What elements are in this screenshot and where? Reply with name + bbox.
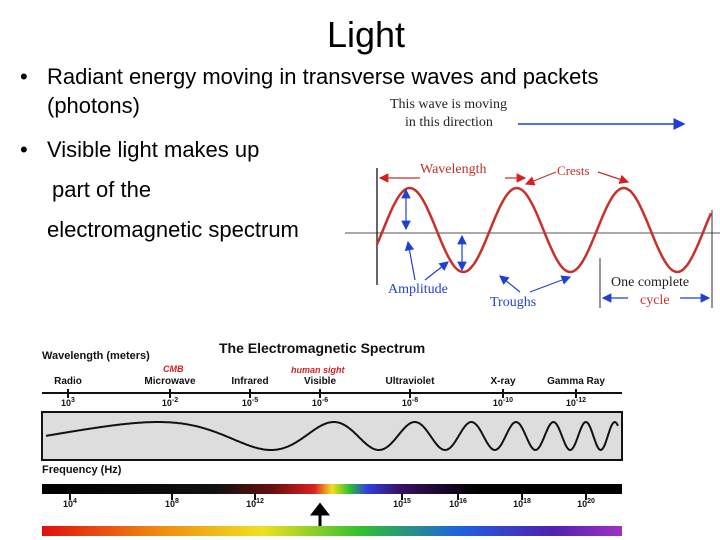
spectrum: The Electromagnetic Spectrum Wavelength … [41,340,623,536]
exponent: -2 [172,397,178,404]
heading: Frequency (Hz) [42,464,122,476]
band-label: Visible [304,376,336,387]
power-label: 1012 [246,498,264,509]
bullet-dot: • [20,64,28,89]
arrow [424,261,449,281]
exponent: 4 [73,498,77,505]
heading: Wavelength (meters) [42,350,150,362]
exponent: -6 [322,397,328,404]
spectrum-title: The Electromagnetic Spectrum [219,340,425,356]
frequency-bar [42,484,622,494]
wave-diagram: This wave is moving in this direction Wa… [345,97,720,310]
label: in this direction [405,115,493,130]
base: 10 [63,499,73,509]
power-label: 1016 [449,498,467,509]
label: human sight [291,365,346,375]
exponent: 16 [459,498,467,505]
exponent: 18 [523,498,531,505]
base: 10 [402,398,412,408]
exponent: 8 [175,498,179,505]
band-label: Radio [54,376,82,387]
power-label: 108 [165,498,179,509]
band-label: Microwave [144,376,196,387]
visible-bar [42,526,622,536]
wave [45,420,619,452]
arrow [404,240,416,281]
power-label: 10-12 [566,397,586,408]
exponent: -8 [412,397,418,404]
band-label: Ultraviolet [386,376,436,387]
base: 10 [513,499,523,509]
power-label: 10-10 [493,397,513,408]
bullet-dot: • [20,137,28,162]
power-label: 1020 [577,498,595,509]
base: 10 [162,398,172,408]
exponent: 12 [256,498,264,505]
base: 10 [246,499,256,509]
arrow [597,171,630,184]
bullet-text: Radiant energy moving in transverse wave… [47,64,599,89]
wave [375,186,713,274]
arrow [529,275,572,293]
base: 10 [449,499,459,509]
wave-box [41,411,623,461]
arrow [309,502,331,526]
power-label: 104 [63,498,77,509]
power-label: 10-8 [402,397,418,408]
base: 10 [165,499,175,509]
label: Amplitude [388,282,448,297]
base: 10 [577,499,587,509]
power-label: 1015 [393,498,411,509]
power-label: 10-6 [312,397,328,408]
band-label: Gamma Ray [547,376,605,387]
exponent: -12 [576,397,586,404]
label: Troughs [490,295,536,310]
power-label: 103 [61,397,75,408]
label: This wave is moving [390,97,507,112]
exponent: 20 [587,498,595,505]
slide-title: Light [327,14,405,55]
base: 10 [566,398,576,408]
base: 10 [242,398,252,408]
power-label: 10-5 [242,397,258,408]
arrow [524,171,557,186]
label: CMB [163,364,184,374]
base: 10 [61,398,71,408]
arrow [499,275,521,293]
bullet-text: electromagnetic spectrum [47,217,299,242]
label: Crests [557,163,590,178]
band-label: X-ray [490,376,515,387]
exponent: -5 [252,397,258,404]
label: Wavelength [420,162,487,177]
bullet-text: (photons) [47,93,140,118]
base: 10 [312,398,322,408]
exponent: -10 [503,397,513,404]
label: One complete [611,275,689,290]
base: 10 [493,398,503,408]
exponent: 15 [403,498,411,505]
label: cycle [640,293,670,308]
band-label: Infrared [231,376,268,387]
exponent: 3 [71,397,75,404]
base: 10 [393,499,403,509]
power-label: 1018 [513,498,531,509]
bullet-text: Visible light makes up [47,137,259,162]
power-label: 10-2 [162,397,178,408]
bullet-text: part of the [52,177,151,202]
